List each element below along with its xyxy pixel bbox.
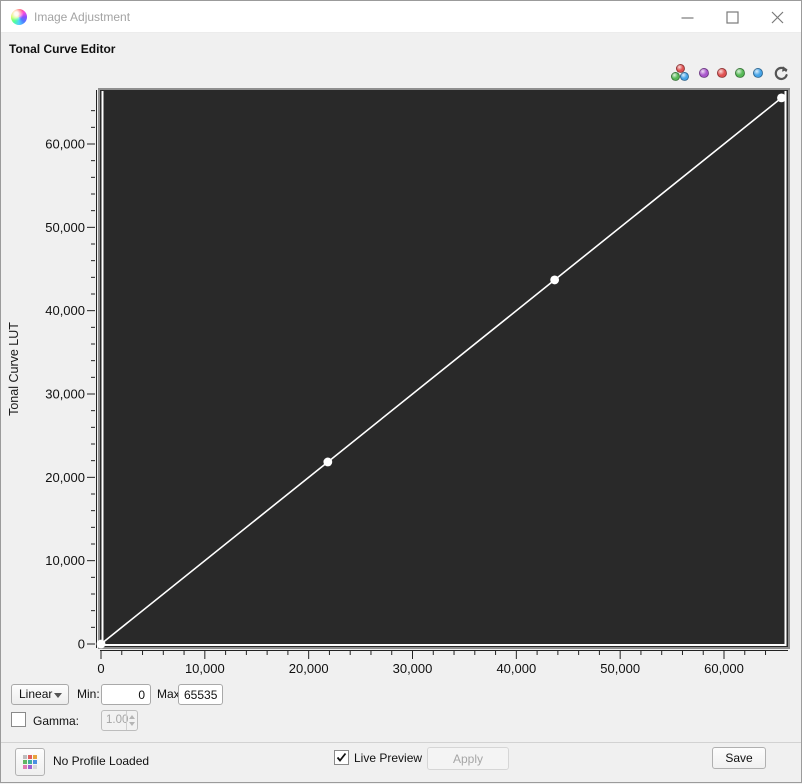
live-preview-label: Live Preview (354, 751, 423, 765)
footer-divider (1, 742, 801, 743)
tonal-curve-line (100, 97, 782, 645)
apply-button[interactable]: Apply (427, 747, 509, 770)
y-tick-label: 20,000 (45, 470, 85, 485)
channel-bar (671, 62, 789, 84)
close-icon (771, 11, 784, 23)
spinner-arrows-icon[interactable] (126, 711, 137, 730)
close-button[interactable] (755, 1, 800, 33)
channel-rgb-composite-dot (680, 72, 689, 81)
check-icon (336, 752, 347, 762)
min-label: Min: (77, 687, 100, 701)
y-axis-title: Tonal Curve LUT (7, 322, 21, 416)
x-tick-label: 0 (97, 661, 104, 676)
load-profile-button[interactable] (15, 748, 45, 776)
window-title: Image Adjustment (34, 10, 131, 24)
gamma-checkbox[interactable] (11, 712, 26, 727)
minimize-icon (681, 16, 694, 19)
palette-grid-icon (23, 755, 37, 769)
curve-control-point[interactable] (96, 639, 106, 649)
color-wheel-app-icon (11, 9, 27, 25)
channel-red[interactable] (717, 68, 727, 78)
curve-control-point[interactable] (777, 93, 786, 103)
gamma-value: 1.00 (106, 714, 129, 726)
y-tick-label: 0 (78, 637, 85, 652)
max-input[interactable] (178, 684, 223, 705)
plot-area[interactable] (98, 88, 790, 649)
y-tick-label: 30,000 (45, 387, 85, 402)
channel-green[interactable] (735, 68, 745, 78)
title-bar: Image Adjustment (1, 1, 801, 33)
minimize-button[interactable] (665, 1, 710, 33)
maximize-icon (726, 10, 739, 24)
y-tick-label: 50,000 (45, 220, 85, 235)
maximize-button[interactable] (710, 1, 755, 33)
curve-type-dropdown[interactable]: Linear (11, 684, 69, 705)
gamma-spinner[interactable]: 1.00 (101, 710, 138, 731)
page-title: Tonal Curve Editor (9, 42, 116, 56)
gamma-label: Gamma: (33, 714, 80, 728)
chevron-down-icon (54, 693, 62, 698)
channel-rgb-composite[interactable] (671, 64, 691, 82)
x-tick-label: 20,000 (289, 661, 329, 676)
curve-control-point[interactable] (550, 275, 560, 285)
y-tick-label: 40,000 (45, 303, 85, 318)
live-preview-checkbox[interactable] (334, 750, 349, 765)
x-tick-label: 60,000 (704, 661, 744, 676)
reset-curve-icon[interactable] (771, 64, 789, 82)
x-tick-label: 40,000 (496, 661, 536, 676)
x-tick-label: 10,000 (185, 661, 225, 676)
channel-rgb-composite-dot (671, 72, 680, 81)
min-input[interactable] (101, 684, 151, 705)
save-button[interactable]: Save (712, 747, 766, 769)
y-tick-label: 60,000 (45, 137, 85, 152)
x-tick-label: 30,000 (393, 661, 433, 676)
y-tick-label: 10,000 (45, 553, 85, 568)
x-tick-label: 50,000 (600, 661, 640, 676)
max-label: Max: (157, 687, 184, 701)
channel-luminance[interactable] (699, 68, 709, 78)
profile-status: No Profile Loaded (53, 754, 150, 768)
curve-type-value: Linear (19, 687, 53, 701)
curve-control-point[interactable] (323, 457, 333, 467)
channel-blue[interactable] (753, 68, 763, 78)
